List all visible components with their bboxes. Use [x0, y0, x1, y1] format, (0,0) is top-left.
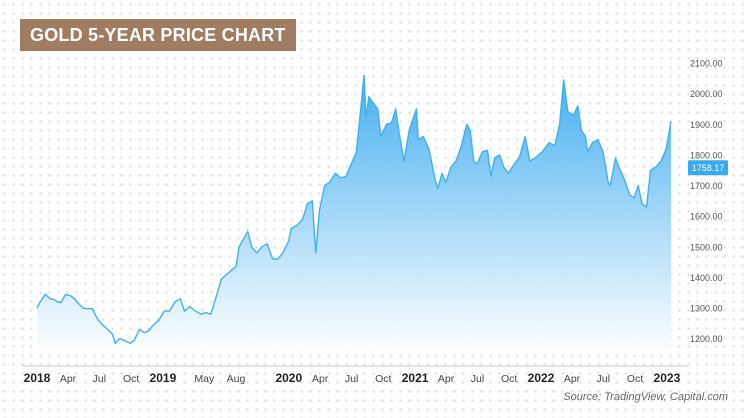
x-tick-label: 2018 [24, 371, 51, 385]
x-tick-label: Oct [375, 373, 391, 385]
y-tick-label: 1700.00 [690, 181, 723, 191]
price-line [36, 74, 672, 344]
y-tick-label: 1400.00 [690, 273, 723, 283]
y-tick-label: 2100.00 [690, 59, 723, 69]
x-tick-label: Oct [123, 373, 139, 385]
last-value-label: 1758.17 [692, 163, 725, 173]
x-tick-label: May [194, 373, 215, 385]
x-tick-label: Jul [597, 373, 610, 385]
y-tick-label: 1800.00 [690, 150, 723, 160]
chart-title: GOLD 5-YEAR PRICE CHART [20, 19, 296, 51]
x-tick-label: Aug [227, 373, 246, 385]
x-tick-label: 2023 [654, 371, 681, 385]
x-tick-label: 2019 [150, 371, 177, 385]
y-tick-label: 1600.00 [690, 212, 723, 222]
x-tick-label: 2020 [275, 371, 302, 385]
x-tick-label: Apr [312, 373, 329, 385]
price-area [37, 75, 671, 355]
x-tick-label: Jul [93, 373, 106, 385]
x-tick-label: 2021 [402, 371, 429, 385]
y-tick-label: 1200.00 [690, 334, 723, 344]
source-note: Source: TradingView, Capital.com [563, 391, 728, 403]
y-tick-label: 1300.00 [690, 304, 723, 314]
y-tick-label: 2000.00 [690, 89, 723, 99]
y-tick-label: 1900.00 [690, 120, 723, 130]
x-tick-label: Oct [501, 373, 517, 385]
x-tick-label: Jul [471, 373, 484, 385]
x-tick-label: Jul [345, 373, 358, 385]
x-tick-label: Apr [438, 373, 455, 385]
y-tick-label: 1500.00 [690, 242, 723, 252]
last-value-badge [688, 160, 728, 176]
x-tick-label: Apr [60, 373, 77, 385]
x-tick-label: Apr [564, 373, 581, 385]
x-tick-label: Oct [627, 373, 643, 385]
x-tick-label: 2022 [528, 371, 555, 385]
